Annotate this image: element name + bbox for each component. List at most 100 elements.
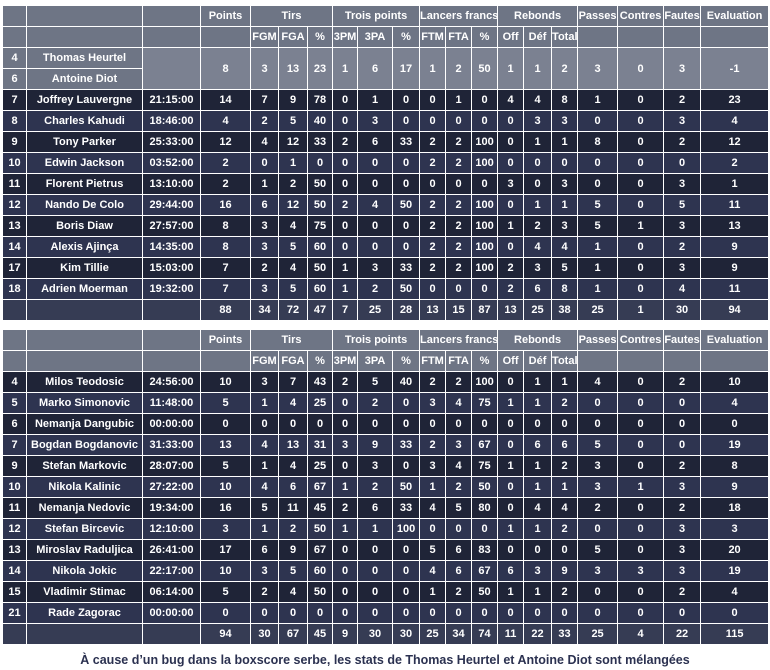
- stat-cell: 0: [306, 152, 334, 174]
- header-empty-cell: [617, 26, 665, 48]
- stat-cell: 0: [471, 602, 499, 624]
- stat-cell: 1: [332, 476, 359, 498]
- stat-cell: 4: [577, 371, 619, 393]
- stat-cell: 0: [663, 152, 702, 174]
- time-played: 19:32:00: [142, 278, 201, 300]
- stat-cell: 5: [577, 539, 619, 561]
- jersey-number: 21: [2, 602, 27, 624]
- header-empty-cell: [663, 26, 702, 48]
- stat-cell: 0: [445, 110, 473, 132]
- stat-cell: 0: [419, 173, 447, 195]
- stat-cell: 5: [663, 194, 702, 216]
- boxscore-table: Points Tirs Trois points Lancers francs Rebo…: [2, 329, 770, 645]
- stat-cell: 8: [551, 278, 579, 300]
- stat-cell: 0: [617, 47, 665, 90]
- stat-cell: 6: [357, 131, 394, 153]
- time-played: 14:35:00: [142, 236, 201, 258]
- header-col-trois-points: Trois points: [332, 5, 421, 27]
- stat-cell: 83: [471, 539, 499, 561]
- stat-cell: 0: [617, 371, 665, 393]
- stat-cell: 0: [617, 110, 665, 132]
- stat-cell: 2: [445, 257, 473, 279]
- stat-cell: 2: [445, 236, 473, 258]
- stat-cell: 2: [332, 131, 359, 153]
- stat-cell: 1: [419, 476, 447, 498]
- header-sub-cell: %: [392, 26, 421, 48]
- stat-cell: 0: [392, 110, 421, 132]
- stat-cell: 2: [663, 131, 702, 153]
- stat-cell: 0: [357, 560, 394, 582]
- player-name: Charles Kahudi: [26, 110, 143, 132]
- stat-cell: 1: [357, 518, 394, 540]
- stat-cell: 18: [700, 497, 770, 519]
- stat-cell: 19: [700, 560, 770, 582]
- stat-cell: 3: [577, 47, 619, 90]
- stat-cell: 7: [278, 371, 308, 393]
- stat-cell: 0: [523, 413, 553, 435]
- stat-cell: 8: [577, 131, 619, 153]
- time-played: 24:56:00: [142, 371, 201, 393]
- stat-cell: 3: [551, 110, 579, 132]
- stat-cell: 19: [700, 434, 770, 456]
- stat-cell: 0: [392, 89, 421, 111]
- header-col-fautes: Fautes: [663, 329, 702, 351]
- stat-cell: 0: [663, 413, 702, 435]
- stat-cell: 4: [523, 89, 553, 111]
- stat-cell: 6: [551, 434, 579, 456]
- jersey-number: 7: [2, 89, 27, 111]
- stat-cell: 0: [332, 602, 359, 624]
- stat-cell: 4: [278, 581, 308, 603]
- stat-cell: 11: [700, 194, 770, 216]
- stat-cell: 4: [250, 476, 279, 498]
- stat-cell: 0: [332, 110, 359, 132]
- stat-cell: 2: [700, 152, 770, 174]
- stat-cell: 0: [617, 194, 665, 216]
- header-empty-cell: [26, 350, 143, 372]
- stat-cell: 7: [200, 278, 251, 300]
- header-group-row: Points Tirs Trois points Lancers francs Rebo…: [2, 329, 770, 351]
- header-sub-cell: FGA: [278, 350, 308, 372]
- stat-cell: 3: [663, 215, 702, 237]
- player-name: Nemanja Dangubic: [26, 413, 143, 435]
- stat-cell: 1: [700, 173, 770, 195]
- stat-cell: 0: [200, 413, 251, 435]
- stat-cell: 0: [617, 434, 665, 456]
- jersey-number: 8: [2, 110, 27, 132]
- stat-cell: 0: [332, 539, 359, 561]
- stat-cell: 5: [445, 497, 473, 519]
- total-stat-cell: 115: [700, 623, 770, 645]
- stat-cell: 0: [497, 194, 525, 216]
- stat-cell: 0: [332, 413, 359, 435]
- stat-cell: 75: [306, 215, 334, 237]
- jersey-number: 9: [2, 455, 27, 477]
- stat-cell: 3: [663, 476, 702, 498]
- stat-cell: 4: [700, 581, 770, 603]
- total-stat-cell: 25: [357, 299, 394, 321]
- stat-cell: 1: [497, 47, 525, 90]
- stat-cell: 6: [497, 560, 525, 582]
- time-played: 31:33:00: [142, 434, 201, 456]
- stat-cell: 0: [357, 236, 394, 258]
- stat-cell: 5: [551, 257, 579, 279]
- stat-cell: 67: [306, 476, 334, 498]
- time-played: 15:03:00: [142, 257, 201, 279]
- total-stat-cell: 13: [497, 299, 525, 321]
- stat-cell: 0: [306, 602, 334, 624]
- stat-cell: 3: [445, 434, 473, 456]
- stat-cell: 0: [497, 539, 525, 561]
- header-empty-cell: [577, 26, 619, 48]
- stat-cell: 0: [332, 173, 359, 195]
- player-row: 12 Nando De Colo 29:44:00 16 6 12 50 2 4 50 2 2 100 0…: [2, 194, 770, 216]
- stat-cell: 4: [523, 236, 553, 258]
- boxscore-table: Points Tirs Trois points Lancers francs Rebo…: [2, 5, 770, 321]
- stat-cell: 0: [419, 110, 447, 132]
- stat-cell: 0: [392, 173, 421, 195]
- stat-cell: 6: [357, 497, 394, 519]
- header-col-player: [26, 5, 143, 27]
- stat-cell: 75: [471, 455, 499, 477]
- stat-cell: 0: [445, 518, 473, 540]
- header-empty-cell: [2, 26, 27, 48]
- stat-cell: 3: [551, 173, 579, 195]
- stat-cell: 0: [577, 110, 619, 132]
